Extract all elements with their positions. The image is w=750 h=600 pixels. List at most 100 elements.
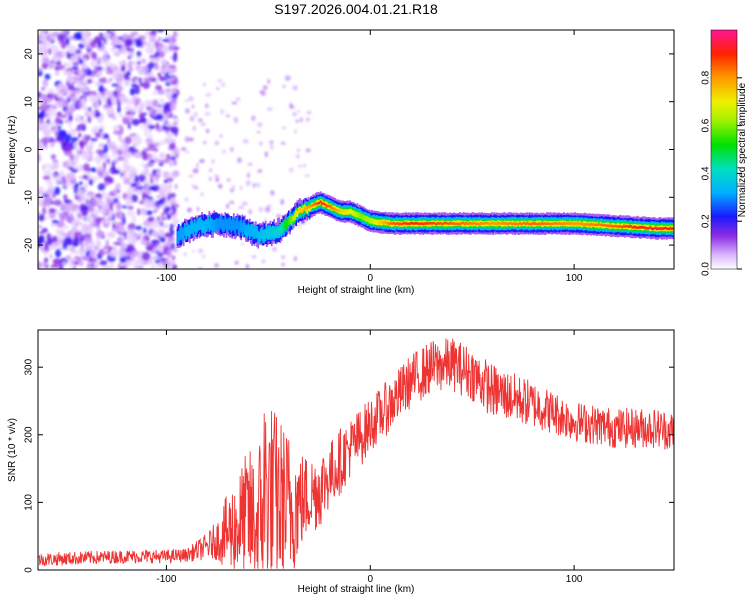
noise-speckle bbox=[125, 115, 130, 120]
noise-speckle bbox=[85, 145, 94, 151]
ridge-segment bbox=[231, 218, 234, 231]
noise-speckle bbox=[63, 199, 71, 204]
ridge-segment bbox=[426, 221, 428, 225]
noise-speckle bbox=[46, 187, 54, 196]
ridge-segment bbox=[350, 210, 353, 213]
noise-speckle bbox=[196, 206, 200, 212]
ridge-segment bbox=[638, 225, 641, 229]
ridge-segment bbox=[583, 223, 586, 226]
noise-speckle bbox=[90, 59, 97, 68]
noise-speckle bbox=[203, 140, 207, 145]
ridge-segment bbox=[613, 225, 616, 228]
noise-speckle bbox=[128, 230, 136, 236]
noise-speckle bbox=[38, 214, 45, 222]
noise-speckle bbox=[293, 255, 297, 262]
noise-speckle bbox=[42, 78, 49, 88]
ridge-segment bbox=[478, 223, 481, 226]
ridge-segment bbox=[473, 221, 476, 225]
ridge-segment bbox=[196, 220, 198, 233]
noise-speckle bbox=[184, 108, 190, 114]
ridge-segment bbox=[506, 223, 509, 226]
noise-speckle bbox=[152, 255, 160, 261]
noise-speckle bbox=[67, 172, 76, 181]
ridge-segment bbox=[465, 221, 468, 225]
noise-speckle bbox=[66, 215, 74, 223]
noise-speckle bbox=[219, 134, 223, 138]
ridge-segment bbox=[459, 222, 461, 226]
ridge-segment bbox=[527, 222, 530, 225]
noise-speckle bbox=[125, 260, 133, 266]
noise-speckle bbox=[267, 204, 272, 208]
noise-speckle bbox=[143, 167, 150, 177]
noise-speckle bbox=[276, 214, 282, 218]
noise-speckle bbox=[170, 199, 178, 204]
noise-speckle bbox=[198, 248, 204, 254]
noise-speckle bbox=[218, 183, 223, 189]
noise-speckle bbox=[122, 192, 127, 200]
ridge-segment bbox=[549, 222, 552, 226]
noise-speckle bbox=[162, 38, 170, 43]
noise-speckle bbox=[185, 150, 190, 154]
noise-speckle bbox=[152, 109, 156, 114]
noise-speckle bbox=[44, 73, 51, 81]
noise-speckle bbox=[71, 97, 80, 101]
noise-speckle bbox=[88, 216, 94, 224]
noise-speckle bbox=[118, 61, 122, 66]
ridge-segment bbox=[221, 219, 224, 232]
noise-speckle bbox=[136, 56, 140, 60]
noise-speckle bbox=[248, 209, 252, 215]
ridge-segment bbox=[427, 222, 430, 225]
noise-speckle bbox=[81, 87, 89, 93]
ridge-segment bbox=[297, 208, 300, 214]
noise-speckle bbox=[135, 225, 143, 231]
ridge-segment bbox=[533, 222, 536, 225]
ridge-segment bbox=[388, 222, 391, 226]
noise-speckle bbox=[113, 51, 121, 57]
ridge-segment bbox=[538, 222, 541, 225]
noise-speckle bbox=[140, 239, 147, 245]
ridge-segment bbox=[417, 222, 420, 226]
ridge-segment bbox=[397, 223, 400, 226]
noise-speckle bbox=[38, 91, 42, 97]
noise-speckle bbox=[145, 210, 153, 216]
ridge-segment bbox=[593, 223, 596, 227]
ridge-segment bbox=[432, 222, 435, 225]
ridge-segment bbox=[268, 230, 271, 240]
ridge-segment bbox=[545, 222, 548, 225]
ridge-segment bbox=[433, 221, 436, 225]
ridge-segment bbox=[390, 222, 393, 225]
ridge-segment bbox=[468, 221, 471, 225]
ridge-segment bbox=[406, 222, 409, 225]
noise-speckle bbox=[108, 112, 115, 116]
noise-speckle bbox=[136, 51, 142, 58]
ridge-segment bbox=[280, 227, 283, 234]
noise-speckle bbox=[245, 264, 250, 269]
ridge-segment bbox=[543, 222, 546, 225]
ridge-segment bbox=[621, 225, 624, 229]
ridge-segment bbox=[360, 215, 362, 218]
noise-speckle bbox=[42, 44, 46, 53]
noise-speckle bbox=[159, 237, 166, 243]
ridge-segment bbox=[640, 226, 642, 229]
noise-speckle bbox=[86, 51, 92, 55]
ridge-segment bbox=[421, 222, 424, 225]
ridge-segment bbox=[179, 227, 181, 241]
ridge-segment bbox=[509, 221, 512, 225]
noise-speckle bbox=[77, 189, 86, 197]
noise-speckle bbox=[141, 187, 145, 192]
ridge-segment bbox=[395, 222, 398, 225]
noise-speckle bbox=[206, 128, 209, 134]
ridge-segment bbox=[191, 221, 194, 234]
ridge-segment bbox=[413, 222, 416, 225]
ridge-segment bbox=[641, 225, 644, 229]
noise-speckle bbox=[116, 201, 122, 211]
ridge-segment bbox=[662, 227, 664, 230]
noise-speckle bbox=[292, 85, 298, 91]
noise-speckle bbox=[112, 169, 121, 174]
noise-speckle bbox=[88, 179, 94, 186]
noise-speckle bbox=[256, 131, 261, 134]
noise-speckle bbox=[146, 242, 151, 247]
noise-speckle bbox=[109, 77, 113, 82]
noise-speckle bbox=[133, 238, 139, 242]
noise-speckle bbox=[128, 66, 134, 72]
